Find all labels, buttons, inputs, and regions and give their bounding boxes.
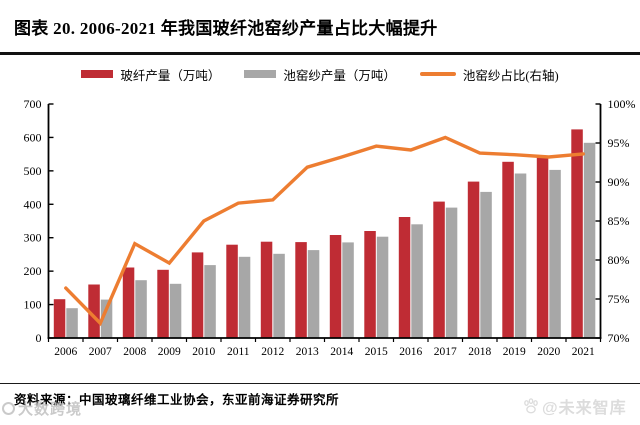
x-axis-tick-label: 2010 bbox=[192, 346, 215, 358]
left-axis-tick-label: 600 bbox=[24, 130, 42, 144]
bar bbox=[342, 242, 354, 338]
bar bbox=[502, 161, 514, 338]
bar bbox=[583, 142, 596, 338]
x-axis-tick-label: 2020 bbox=[537, 346, 560, 358]
bar bbox=[467, 181, 480, 338]
x-axis-tick-label: 2021 bbox=[572, 346, 595, 358]
x-axis-tick-label: 2018 bbox=[468, 346, 491, 358]
bar bbox=[135, 280, 147, 338]
x-axis-tick-label: 2009 bbox=[158, 346, 181, 358]
x-axis-tick-label: 2011 bbox=[227, 346, 250, 358]
left-axis-tick-label: 700 bbox=[24, 97, 42, 111]
right-axis-tick-label: 90% bbox=[608, 175, 630, 189]
legend-item-tankkiln-ratio: 池窑纱占比(右轴) bbox=[419, 65, 559, 84]
bar bbox=[88, 284, 100, 338]
left-axis-tick-label: 500 bbox=[24, 164, 42, 178]
x-axis-tick-label: 2007 bbox=[89, 346, 112, 358]
x-axis-tick-label: 2013 bbox=[296, 346, 319, 358]
x-axis-tick-label: 2017 bbox=[434, 346, 457, 358]
legend-label: 玻纤产量（万吨） bbox=[120, 68, 221, 83]
bar bbox=[514, 173, 527, 338]
bar bbox=[445, 207, 458, 338]
x-axis-tick-label: 2008 bbox=[123, 346, 146, 358]
header-rule bbox=[0, 52, 640, 55]
page-title: 图表 20. 2006-2021 年我国玻纤池窑纱产量占比大幅提升 bbox=[14, 19, 438, 38]
x-axis-tick-label: 2014 bbox=[330, 346, 353, 358]
source-note: 资料来源：中国玻璃纤维工业协会，东亚前海证券研究所 bbox=[14, 393, 340, 407]
watermark-bottom-left: 大数跨境 bbox=[2, 398, 82, 419]
bar bbox=[53, 299, 66, 338]
watermark-text: 大数跨境 bbox=[18, 401, 83, 418]
left-axis-tick-label: 100 bbox=[24, 298, 42, 312]
bar bbox=[226, 244, 238, 338]
left-axis-tick-label: 0 bbox=[36, 331, 42, 345]
bar bbox=[571, 129, 583, 338]
x-axis-tick-label: 2012 bbox=[261, 346, 284, 358]
bar bbox=[329, 235, 342, 338]
combo-chart: 0 100 200 300 400 500 600 700 70% 75% 80% 85% 90% 95%… bbox=[24, 97, 636, 358]
dashu-logo-icon bbox=[2, 402, 15, 415]
legend-swatch-orange-line-icon bbox=[419, 72, 456, 76]
bar-series-1 bbox=[66, 142, 596, 338]
legend-item-glassfiber-output: 玻纤产量（万吨） bbox=[81, 65, 220, 84]
bar bbox=[549, 169, 561, 338]
bar bbox=[364, 231, 376, 338]
chart-legend: 玻纤产量（万吨） 池窑纱产量（万吨） 池窑纱占比(右轴) bbox=[0, 64, 640, 84]
legend-label: 池窑纱占比(右轴) bbox=[462, 68, 559, 83]
bar bbox=[307, 250, 320, 338]
right-axis-tick-label: 80% bbox=[608, 253, 630, 267]
x-axis-tick-label: 2006 bbox=[54, 346, 77, 358]
bar bbox=[273, 253, 285, 338]
watermark-text: @未来智库 bbox=[542, 400, 627, 417]
bar bbox=[157, 269, 169, 338]
bar bbox=[480, 191, 492, 338]
legend-item-tankkiln-yarn-output: 池窑纱产量（万吨） bbox=[244, 65, 396, 84]
paw-logo-icon bbox=[524, 398, 538, 414]
watermark-bottom-right: @未来智库 bbox=[522, 394, 627, 418]
bar bbox=[238, 256, 251, 338]
bar bbox=[66, 308, 78, 338]
x-axis-tick-label: 2019 bbox=[503, 346, 526, 358]
x-axis-tick-label: 2015 bbox=[365, 346, 388, 358]
right-axis-tick-label: 75% bbox=[608, 292, 630, 306]
bar bbox=[204, 265, 216, 338]
bar bbox=[100, 299, 113, 338]
legend-swatch-red-bar-icon bbox=[81, 70, 114, 78]
left-axis-tick-label: 300 bbox=[24, 231, 42, 245]
legend-label: 池窑纱产量（万吨） bbox=[283, 68, 396, 83]
bar bbox=[376, 236, 389, 338]
bar bbox=[398, 217, 411, 338]
bar bbox=[433, 201, 445, 338]
bar bbox=[169, 283, 182, 338]
bar-series-0 bbox=[53, 129, 583, 338]
bar bbox=[191, 252, 204, 338]
right-axis-tick-label: 85% bbox=[608, 214, 630, 228]
bar bbox=[122, 267, 135, 338]
ratio-line bbox=[64, 135, 585, 327]
bar bbox=[536, 157, 549, 338]
right-axis-tick-label: 100% bbox=[608, 97, 636, 111]
bar bbox=[411, 224, 423, 338]
footer-rule bbox=[0, 383, 640, 385]
legend-swatch-gray-bar-icon bbox=[244, 70, 277, 78]
left-axis-tick-label: 400 bbox=[24, 197, 42, 211]
right-axis-tick-label: 70% bbox=[608, 331, 630, 345]
left-axis-tick-label: 200 bbox=[24, 264, 42, 278]
bar bbox=[260, 241, 273, 338]
right-axis-tick-label: 95% bbox=[608, 136, 630, 150]
x-axis-tick-label: 2016 bbox=[399, 346, 422, 358]
bar bbox=[295, 242, 307, 338]
